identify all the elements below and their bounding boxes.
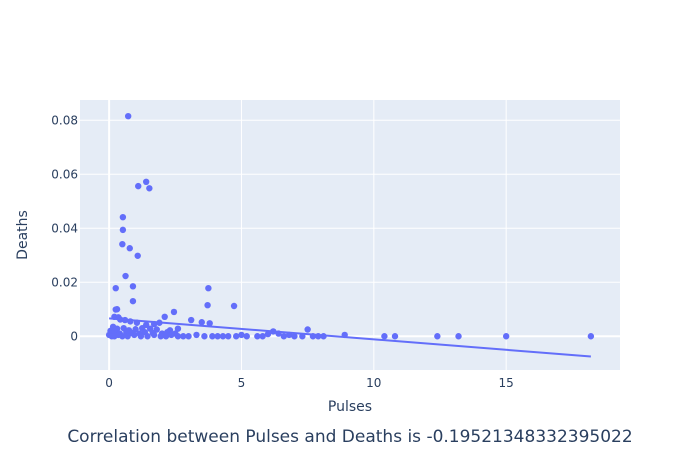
data-point (219, 333, 227, 340)
data-point (455, 333, 462, 340)
data-point (119, 240, 126, 248)
data-point (161, 313, 168, 321)
x-axis-title: Pulses (328, 399, 372, 415)
data-point (187, 316, 195, 324)
y-tick-label: 0.04 (51, 221, 78, 235)
x-tick-label: 10 (366, 376, 381, 390)
data-point (150, 331, 158, 339)
data-point (193, 331, 200, 339)
data-point (198, 319, 205, 326)
data-point (259, 333, 266, 340)
data-point (280, 333, 288, 340)
data-point (137, 333, 145, 340)
data-point (264, 330, 272, 338)
data-point (142, 178, 150, 186)
data-point (254, 333, 261, 340)
data-point (174, 325, 182, 332)
data-point (122, 272, 129, 280)
data-point (232, 333, 240, 340)
data-point (180, 333, 187, 340)
data-point (201, 333, 208, 340)
data-point (243, 333, 250, 340)
x-tick-label: 0 (105, 376, 113, 390)
data-point (185, 333, 192, 340)
data-point (129, 297, 137, 305)
data-point (134, 252, 141, 259)
data-point (391, 333, 399, 340)
data-point (119, 213, 127, 221)
data-point (304, 326, 311, 333)
y-axis-ticks: 0 0.02 0.04 0.06 0.08 (51, 113, 78, 343)
x-axis-ticks: 0 5 10 15 (105, 376, 514, 390)
data-point (204, 302, 211, 309)
data-point (209, 333, 216, 340)
data-point (146, 185, 153, 192)
y-tick-label: 0.06 (51, 167, 78, 181)
data-point (129, 283, 137, 290)
data-point (119, 226, 127, 234)
data-point (131, 331, 138, 339)
data-point (162, 333, 170, 340)
x-tick-label: 15 (499, 376, 514, 390)
data-point (174, 333, 182, 340)
data-point (119, 333, 126, 340)
data-point (214, 333, 221, 340)
data-point (126, 245, 133, 252)
plot-background (80, 100, 620, 370)
data-point (168, 331, 175, 339)
y-tick-label: 0.08 (51, 113, 78, 127)
data-point (157, 333, 164, 340)
y-tick-label: 0 (70, 329, 78, 343)
correlation-caption: Correlation between Pulses and Deaths is… (67, 427, 633, 447)
data-point (225, 333, 232, 340)
data-point (144, 333, 151, 340)
data-point (291, 333, 298, 340)
data-point (170, 308, 178, 316)
data-point (230, 302, 238, 310)
data-points (105, 113, 595, 340)
data-point (112, 284, 119, 292)
trendline (109, 317, 591, 358)
y-tick-label: 0.02 (51, 275, 78, 289)
data-point (205, 284, 212, 292)
data-point (124, 333, 131, 340)
data-point (587, 333, 595, 340)
x-tick-label: 5 (238, 376, 246, 390)
data-point (206, 320, 213, 327)
data-point (434, 333, 441, 340)
y-axis-title: Deaths (15, 210, 31, 260)
data-point (502, 333, 510, 340)
data-point (238, 331, 245, 339)
data-point (113, 306, 121, 313)
data-point (135, 182, 142, 190)
data-point (132, 326, 139, 333)
data-point (381, 333, 388, 340)
data-point (124, 113, 132, 120)
